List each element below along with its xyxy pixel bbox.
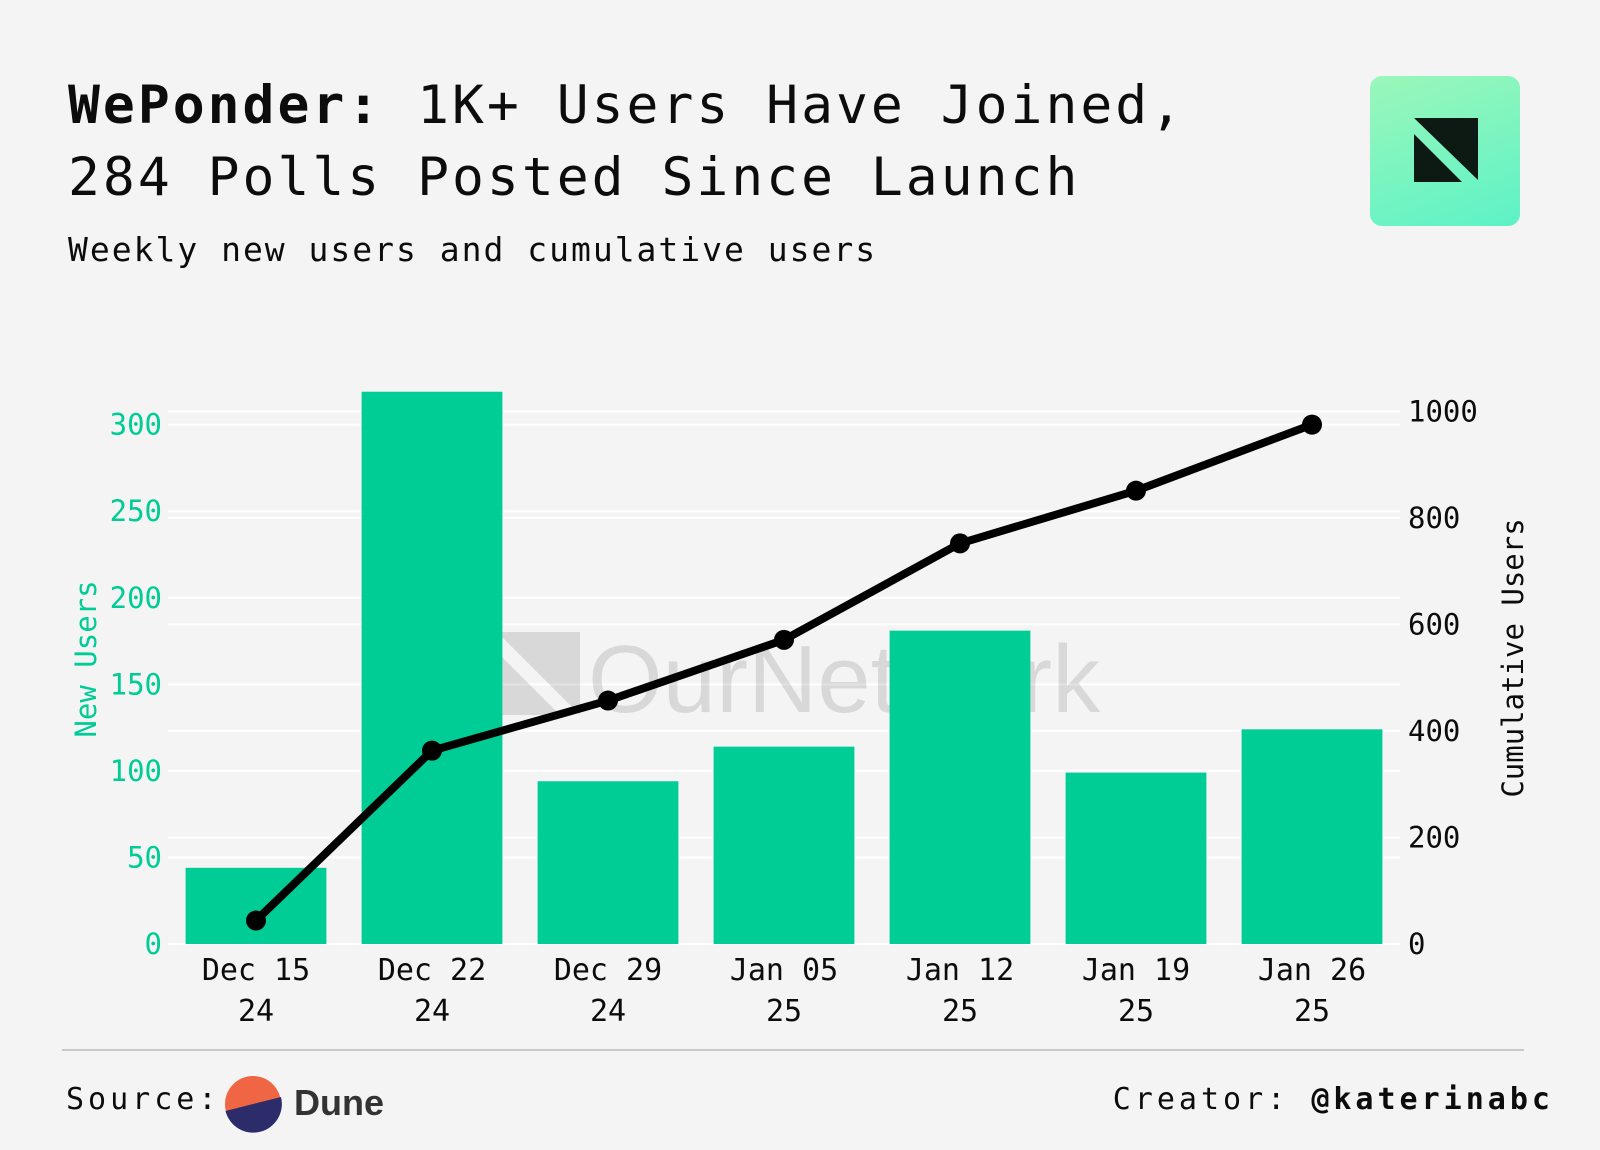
chart-subtitle: Weekly new users and cumulative users [68, 230, 878, 269]
x-tick-2-line-0: Dec 29 [554, 953, 662, 988]
cumulative-point-5 [1126, 480, 1146, 501]
bar-2 [537, 781, 679, 944]
chart-title: WePonder: 1K+ Users Have Joined, 284 Pol… [68, 70, 1308, 214]
bar-6 [1241, 729, 1383, 944]
source-label: Source: [66, 1082, 221, 1117]
y-axis-label-right: Cumulative Users [1496, 518, 1530, 797]
creator-label: Creator: [1112, 1082, 1290, 1117]
cumulative-point-4 [950, 533, 970, 554]
cumulative-point-2 [598, 690, 618, 711]
cumulative-point-3 [774, 629, 794, 650]
cumulative-point-1 [422, 740, 442, 761]
y-tick-right-5: 1000 [1408, 394, 1478, 428]
y-tick-right-3: 600 [1408, 607, 1460, 641]
x-tick-0-line-0: Dec 15 [202, 953, 310, 988]
y-tick-left-6: 300 [110, 408, 162, 442]
y-tick-right-4: 800 [1408, 501, 1460, 535]
y-tick-left-5: 250 [110, 494, 162, 528]
x-tick-3-line-1: 25 [766, 994, 802, 1029]
y-tick-right-1: 200 [1408, 820, 1460, 854]
cumulative-point-0 [246, 910, 266, 931]
bar-5 [1065, 772, 1207, 944]
bars [185, 391, 1383, 944]
y-axis-label-left: New Users [69, 580, 103, 737]
x-tick-0-line-1: 24 [238, 994, 274, 1029]
x-tick-5-line-0: Jan 19 [1082, 953, 1190, 988]
x-axis: Dec 15 24 Dec 22 24 Dec 29 24 Jan 05 25 Jan 12 25… [202, 953, 1366, 1029]
x-tick-5-line-1: 25 [1118, 994, 1154, 1029]
y-tick-left-1: 50 [127, 840, 162, 874]
left-axis: 0 50 100 150 200 250 300 [110, 408, 162, 961]
y-tick-left-4: 200 [110, 581, 162, 615]
x-tick-6-line-0: Jan 26 [1258, 953, 1366, 988]
ournetwork-logo-icon [1370, 76, 1520, 226]
x-tick-6-line-1: 25 [1294, 994, 1330, 1029]
x-tick-1-line-1: 24 [414, 994, 450, 1029]
bar-4 [889, 630, 1031, 944]
y-tick-right-0: 0 [1408, 927, 1425, 961]
creator-credit: Creator: @katerinabc [1113, 1082, 1554, 1117]
chart-title-brand: WePonder: [68, 75, 383, 136]
dune-logo-icon [225, 1076, 282, 1133]
cumulative-point-6 [1302, 414, 1322, 435]
creator-handle: @katerinabc [1311, 1082, 1554, 1117]
y-tick-left-0: 0 [145, 927, 162, 961]
cumulative-line [246, 414, 1322, 931]
footer-divider [62, 1049, 1524, 1051]
chart-title-text: 1K+ Users Have Joined, 284 Polls Posted … [68, 75, 1186, 208]
source-name: Dune [294, 1082, 384, 1123]
y-tick-left-2: 100 [110, 754, 162, 788]
bar-3 [713, 746, 855, 944]
x-tick-1-line-0: Dec 22 [378, 953, 486, 988]
bar-1 [361, 391, 503, 944]
x-tick-4-line-1: 25 [942, 994, 978, 1029]
x-tick-3-line-0: Jan 05 [730, 953, 838, 988]
y-tick-right-2: 400 [1408, 714, 1460, 748]
x-tick-4-line-0: Jan 12 [906, 953, 1014, 988]
y-tick-left-3: 150 [110, 667, 162, 701]
x-tick-2-line-1: 24 [590, 994, 626, 1029]
bar-0 [185, 867, 327, 944]
right-axis: 0 200 400 600 800 1000 [1408, 394, 1478, 961]
